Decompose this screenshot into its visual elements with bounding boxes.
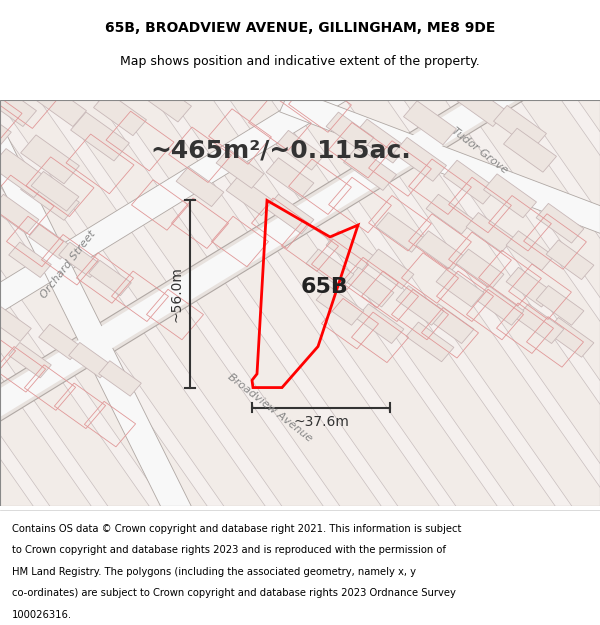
Polygon shape xyxy=(416,231,464,271)
Polygon shape xyxy=(536,203,584,243)
Polygon shape xyxy=(280,88,600,235)
Polygon shape xyxy=(216,149,264,188)
Polygon shape xyxy=(176,167,224,207)
Polygon shape xyxy=(436,268,484,307)
Polygon shape xyxy=(266,158,314,198)
Text: 65B, BROADVIEW AVENUE, GILLINGHAM, ME8 9DE: 65B, BROADVIEW AVENUE, GILLINGHAM, ME8 9… xyxy=(105,21,495,35)
Polygon shape xyxy=(366,249,414,289)
Polygon shape xyxy=(139,78,191,122)
Polygon shape xyxy=(276,131,324,170)
Polygon shape xyxy=(454,82,506,126)
Polygon shape xyxy=(266,194,314,234)
Polygon shape xyxy=(0,83,170,519)
Polygon shape xyxy=(438,83,600,519)
Text: Orchard Street: Orchard Street xyxy=(38,229,97,300)
Polygon shape xyxy=(0,83,112,519)
Text: 100026316.: 100026316. xyxy=(12,609,72,619)
Polygon shape xyxy=(546,318,594,357)
Polygon shape xyxy=(380,83,600,519)
Polygon shape xyxy=(68,342,112,378)
Polygon shape xyxy=(322,83,600,519)
Polygon shape xyxy=(0,149,49,198)
Polygon shape xyxy=(0,109,11,145)
Polygon shape xyxy=(496,83,600,519)
Polygon shape xyxy=(344,146,397,191)
Polygon shape xyxy=(226,176,274,216)
Polygon shape xyxy=(0,194,39,234)
Polygon shape xyxy=(31,171,79,211)
Polygon shape xyxy=(426,194,474,234)
Polygon shape xyxy=(34,82,86,126)
Polygon shape xyxy=(20,171,79,220)
Polygon shape xyxy=(0,306,31,341)
Polygon shape xyxy=(0,127,198,530)
Polygon shape xyxy=(98,361,142,396)
Polygon shape xyxy=(326,112,374,152)
Polygon shape xyxy=(8,242,52,278)
Polygon shape xyxy=(406,322,454,362)
Text: ~465m²/~0.115ac.: ~465m²/~0.115ac. xyxy=(150,138,411,162)
Polygon shape xyxy=(71,112,130,161)
Polygon shape xyxy=(376,213,424,253)
Polygon shape xyxy=(0,9,600,428)
Text: Map shows position and indicative extent of the property.: Map shows position and indicative extent… xyxy=(120,56,480,69)
Polygon shape xyxy=(0,83,54,519)
Polygon shape xyxy=(466,213,514,253)
Polygon shape xyxy=(503,128,556,172)
Polygon shape xyxy=(0,83,286,519)
Polygon shape xyxy=(516,304,564,344)
Text: 65B: 65B xyxy=(301,277,349,297)
Polygon shape xyxy=(426,304,474,344)
Text: co-ordinates) are subject to Crown copyright and database rights 2023 Ordnance S: co-ordinates) are subject to Crown copyr… xyxy=(12,588,456,598)
Polygon shape xyxy=(89,260,131,296)
Polygon shape xyxy=(546,240,594,279)
Polygon shape xyxy=(484,174,536,218)
Text: to Crown copyright and database rights 2023 and is reproduced with the permissio: to Crown copyright and database rights 2… xyxy=(12,546,446,556)
Polygon shape xyxy=(148,83,460,519)
Polygon shape xyxy=(38,324,82,359)
Polygon shape xyxy=(316,286,364,325)
Polygon shape xyxy=(0,82,37,126)
Text: ~37.6m: ~37.6m xyxy=(293,415,349,429)
Polygon shape xyxy=(306,249,354,289)
Polygon shape xyxy=(443,160,496,204)
Text: HM Land Registry. The polygons (including the associated geometry, namely x, y: HM Land Registry. The polygons (includin… xyxy=(12,567,416,577)
Polygon shape xyxy=(20,135,79,184)
Text: ~56.0m: ~56.0m xyxy=(169,266,183,322)
Polygon shape xyxy=(356,304,404,344)
Polygon shape xyxy=(0,83,228,519)
Polygon shape xyxy=(326,231,374,271)
Polygon shape xyxy=(0,12,600,425)
Polygon shape xyxy=(506,231,554,271)
Polygon shape xyxy=(32,83,344,519)
Polygon shape xyxy=(8,342,52,378)
Polygon shape xyxy=(29,224,71,259)
Polygon shape xyxy=(494,106,547,149)
Polygon shape xyxy=(346,268,394,307)
Polygon shape xyxy=(59,242,101,278)
Polygon shape xyxy=(536,286,584,325)
Polygon shape xyxy=(94,92,146,136)
Polygon shape xyxy=(506,268,554,307)
Polygon shape xyxy=(404,101,457,145)
Polygon shape xyxy=(476,286,524,325)
Text: Broadview Avenue: Broadview Avenue xyxy=(226,372,314,444)
Text: Tudor Grove: Tudor Grove xyxy=(450,125,510,175)
Polygon shape xyxy=(264,83,576,519)
Polygon shape xyxy=(353,119,406,163)
Polygon shape xyxy=(394,138,446,181)
Polygon shape xyxy=(456,249,504,289)
Polygon shape xyxy=(554,83,600,519)
Polygon shape xyxy=(0,0,600,321)
Polygon shape xyxy=(396,286,444,325)
Polygon shape xyxy=(90,83,402,519)
Polygon shape xyxy=(206,83,518,519)
Text: Contains OS data © Crown copyright and database right 2021. This information is : Contains OS data © Crown copyright and d… xyxy=(12,524,461,534)
